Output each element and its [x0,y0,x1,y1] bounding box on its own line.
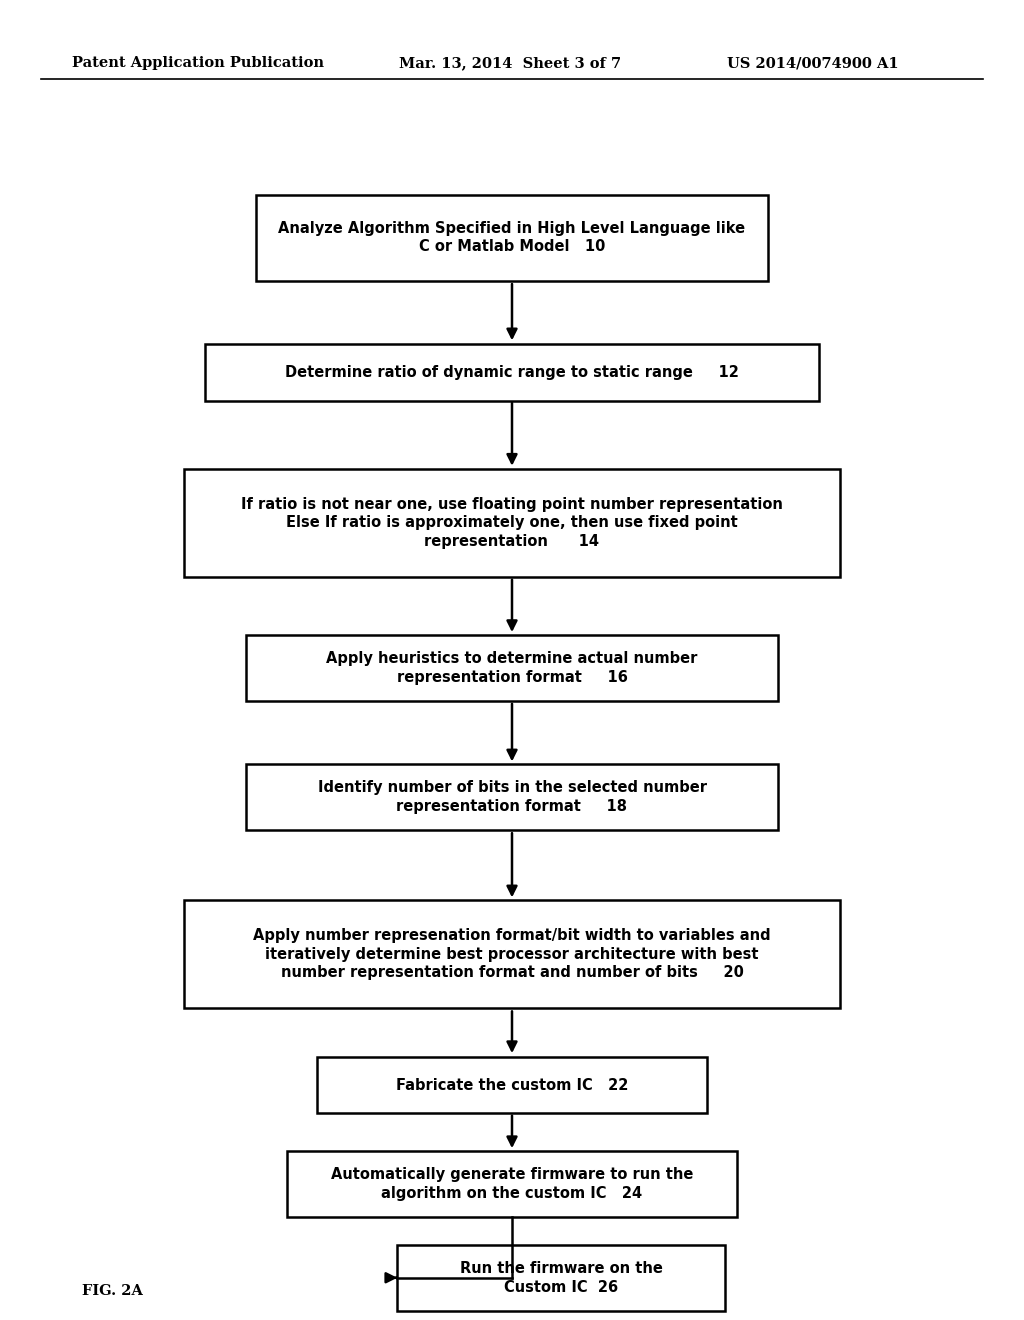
FancyBboxPatch shape [246,764,778,830]
Text: If ratio is not near one, use floating point number representation
Else If ratio: If ratio is not near one, use floating p… [241,496,783,549]
Text: Identify number of bits in the selected number
representation format     18: Identify number of bits in the selected … [317,780,707,814]
Text: Mar. 13, 2014  Sheet 3 of 7: Mar. 13, 2014 Sheet 3 of 7 [399,57,622,70]
Text: Analyze Algorithm Specified in High Level Language like
C or Matlab Model   10: Analyze Algorithm Specified in High Leve… [279,220,745,255]
FancyBboxPatch shape [184,900,840,1008]
FancyBboxPatch shape [205,343,819,401]
Text: Automatically generate firmware to run the
algorithm on the custom IC   24: Automatically generate firmware to run t… [331,1167,693,1201]
FancyBboxPatch shape [256,195,768,281]
Text: FIG. 2A: FIG. 2A [82,1284,142,1298]
FancyBboxPatch shape [287,1151,737,1217]
Text: Apply heuristics to determine actual number
representation format     16: Apply heuristics to determine actual num… [327,651,697,685]
Text: Fabricate the custom IC   22: Fabricate the custom IC 22 [396,1077,628,1093]
Text: Patent Application Publication: Patent Application Publication [72,57,324,70]
Text: Apply number represenation format/bit width to variables and
iteratively determi: Apply number represenation format/bit wi… [253,928,771,981]
FancyBboxPatch shape [317,1056,707,1114]
FancyBboxPatch shape [184,469,840,577]
FancyBboxPatch shape [246,635,778,701]
Text: Determine ratio of dynamic range to static range     12: Determine ratio of dynamic range to stat… [285,364,739,380]
Text: US 2014/0074900 A1: US 2014/0074900 A1 [727,57,899,70]
FancyBboxPatch shape [397,1245,725,1311]
Text: Run the firmware on the
Custom IC  26: Run the firmware on the Custom IC 26 [460,1261,663,1295]
